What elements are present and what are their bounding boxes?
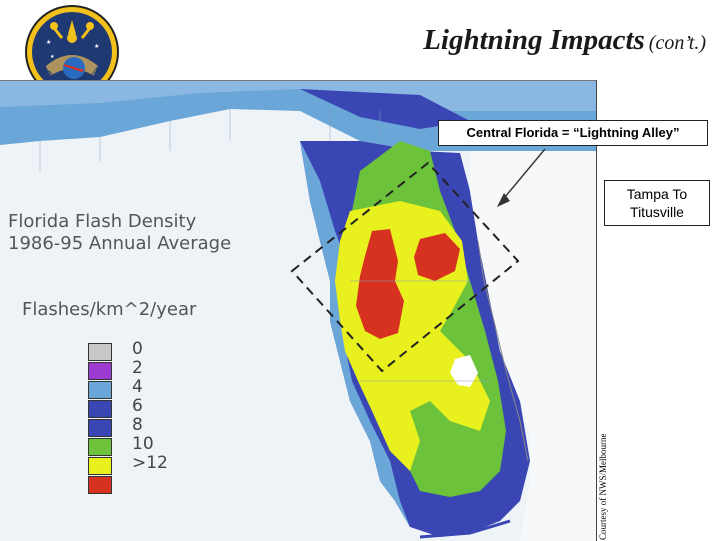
legend-swatch	[88, 343, 112, 361]
squadron-logo: ★ ★ ★ 45TH WEATHER SQUADRON	[24, 4, 119, 99]
lightning-alley-label: Central Florida = “Lightning Alley”	[438, 120, 708, 146]
legend-label: 0	[132, 339, 143, 359]
legend-label: 4	[132, 377, 143, 397]
slide-title-suffix: (con’t.)	[648, 32, 706, 54]
central-red-zone	[414, 233, 460, 281]
north-band-8	[300, 89, 470, 129]
callout-arrow-head	[497, 193, 510, 207]
legend-label: >12	[132, 453, 168, 473]
svg-text:★: ★	[94, 43, 99, 50]
lightning-alley-box	[290, 161, 520, 373]
slide-title: Lightning Impacts (con’t.)	[423, 24, 706, 57]
lake-okeechobee	[450, 355, 478, 387]
legend-swatch	[88, 362, 112, 380]
legend-label: 2	[132, 358, 143, 378]
map-title-line-2: 1986-95 Annual Average	[8, 233, 232, 254]
image-credit: Courtesy of NWS/Melbourne	[598, 433, 608, 540]
callout-arrow	[499, 148, 546, 204]
legend-units: Flashes/km^2/year	[22, 299, 197, 320]
legend-swatch-max	[88, 476, 112, 494]
flash-density-map: Florida Flash Density 1986-95 Annual Ave…	[0, 80, 597, 541]
svg-text:★: ★	[50, 54, 55, 60]
legend-swatch	[88, 457, 112, 475]
svg-text:★: ★	[46, 39, 51, 46]
legend-swatch	[88, 419, 112, 437]
tampa-red-zone	[356, 229, 404, 339]
legend-label: 8	[132, 415, 143, 435]
slide-title-text: Lightning Impacts	[423, 24, 645, 56]
florida-keys	[419, 519, 511, 539]
north-light-band	[0, 81, 596, 111]
gulf-coast-strip	[300, 141, 410, 527]
legend-label: 10	[132, 434, 154, 454]
legend-label: 6	[132, 396, 143, 416]
county-lines	[39, 109, 490, 382]
barrier-islands	[477, 240, 529, 462]
map-title-line-1: Florida Flash Density	[8, 211, 197, 232]
atlantic-ocean	[470, 151, 596, 541]
tampa-titusville-label: Tampa To Titusville	[604, 180, 710, 226]
legend-swatch	[88, 400, 112, 418]
legend-swatch	[88, 438, 112, 456]
legend-swatch	[88, 381, 112, 399]
